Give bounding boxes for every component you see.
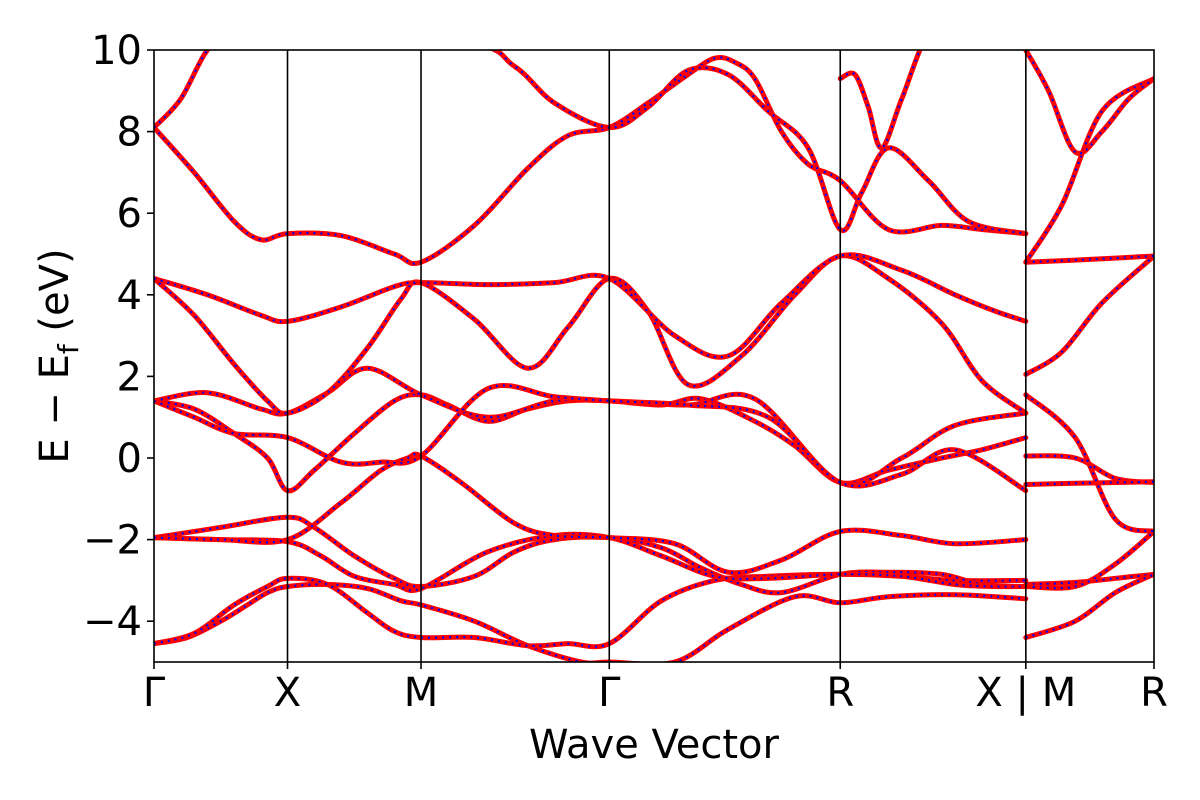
band-line-overlay (1024, 50, 1154, 155)
y-axis-ticks: −4 −2 0 2 4 6 8 10 (83, 28, 154, 645)
y-tick-label: 4 (117, 273, 142, 319)
band-line-overlay (154, 453, 1026, 574)
y-tick-label: −4 (83, 599, 142, 645)
band-line-overlay (154, 573, 1026, 648)
band-line-overlay (154, 50, 1027, 235)
y-tick-label: −2 (83, 518, 142, 564)
x-tick-label: X (274, 670, 301, 716)
band-line-overlay (1025, 254, 1154, 264)
band-line-overlay (154, 56, 1026, 265)
y-axis-title: E − Ef (eV) (32, 248, 85, 463)
band-line-overlay (1025, 573, 1154, 639)
x-tick-label: Γ (143, 670, 166, 716)
band-line-overlay (154, 384, 1027, 492)
y-tick-label: 10 (91, 28, 142, 74)
y-axis-title-subscript: f (52, 343, 85, 354)
band-line-overlay (154, 254, 1027, 415)
x-tick-label: Γ (598, 670, 621, 716)
band-line-overlay (1025, 255, 1154, 376)
plot-background (154, 50, 1154, 662)
band-line (837, 50, 923, 151)
y-tick-label: 6 (117, 191, 142, 237)
x-tick-label: R (826, 670, 854, 716)
y-axis-title-unit: (eV) (32, 248, 78, 344)
band-line-overlay (1025, 454, 1154, 484)
band-line-overlay (1025, 573, 1154, 586)
band-line-overlay (154, 583, 1026, 662)
high-symmetry-lines (286, 50, 1027, 662)
band-line-overlay (1025, 530, 1154, 590)
band-line-overlay (154, 367, 1026, 486)
plot-frame (153, 49, 1155, 663)
y-tick-label: 8 (117, 110, 142, 156)
y-tick-label: 2 (117, 354, 142, 400)
x-tick-label: R (1140, 670, 1168, 716)
y-tick-label: 0 (117, 436, 142, 482)
x-tick-label: M (404, 670, 439, 716)
x-axis-title: Wave Vector (529, 722, 780, 768)
band-line-overlay (1024, 77, 1154, 263)
x-axis-ticks: Γ X M Γ R X | M R (143, 662, 1168, 716)
x-tick-label: X | M (975, 670, 1076, 716)
band-line (1023, 392, 1154, 534)
